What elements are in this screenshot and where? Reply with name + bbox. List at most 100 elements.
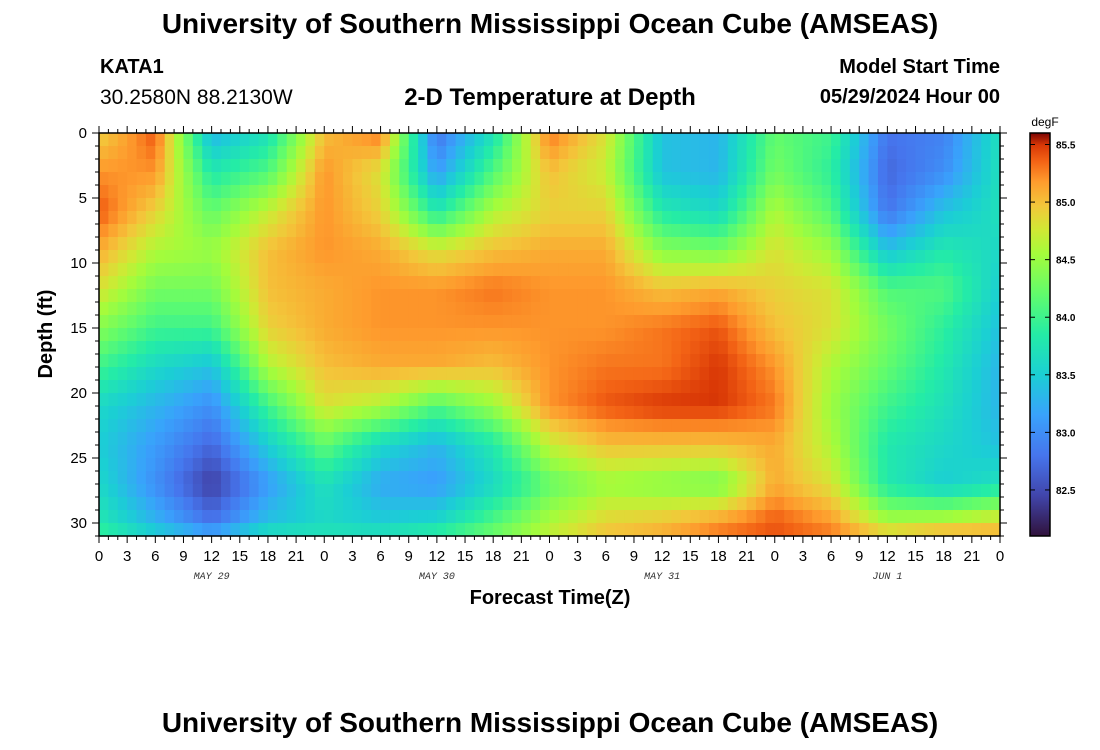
x-tick-label: 21 — [513, 548, 530, 565]
heatmap-cell — [690, 185, 701, 199]
model-start-value: 05/29/2024 Hour 00 — [819, 86, 1000, 108]
heatmap-cell — [605, 393, 616, 407]
colorbar-tick-label: 84.5 — [1056, 256, 1076, 267]
heatmap-cell — [399, 510, 410, 524]
heatmap-cell — [934, 419, 945, 433]
heatmap-cell — [643, 471, 654, 485]
heatmap-cell — [277, 432, 288, 446]
heatmap-cell — [896, 146, 907, 160]
heatmap-cell — [239, 172, 250, 186]
heatmap-cell — [108, 354, 119, 368]
heatmap-cell — [211, 250, 222, 264]
heatmap-cell — [436, 406, 447, 420]
heatmap-cell — [202, 263, 213, 277]
heatmap-cell — [877, 445, 888, 459]
heatmap-cell — [990, 263, 1001, 277]
heatmap-cell — [502, 458, 513, 472]
heatmap-cell — [877, 471, 888, 485]
heatmap-cell — [943, 380, 954, 394]
heatmap-cell — [155, 172, 166, 186]
heatmap-cell — [549, 315, 560, 329]
heatmap-cell — [971, 354, 982, 368]
colorbar-tick-label: 82.5 — [1056, 486, 1076, 497]
heatmap-cell — [746, 185, 757, 199]
heatmap-cell — [962, 354, 973, 368]
heatmap-cell — [493, 354, 504, 368]
heatmap-cell — [99, 250, 109, 264]
heatmap-cell — [840, 380, 851, 394]
heatmap-cell — [277, 159, 288, 173]
heatmap-cell — [596, 237, 607, 251]
heatmap-cell — [155, 237, 166, 251]
heatmap-cell — [427, 367, 438, 381]
heatmap-cell — [521, 419, 532, 433]
heatmap-cell — [511, 250, 522, 264]
model-start-label: Model Start Time — [839, 56, 1000, 78]
heatmap-cell — [577, 315, 588, 329]
heatmap-cell — [971, 185, 982, 199]
heatmap-cell — [605, 328, 616, 342]
heatmap-cell — [962, 224, 973, 238]
heatmap-cell — [577, 445, 588, 459]
heatmap-cell — [746, 367, 757, 381]
heatmap-cell — [521, 263, 532, 277]
heatmap-cell — [108, 263, 119, 277]
heatmap-cell — [906, 276, 917, 290]
heatmap-cell — [305, 250, 316, 264]
heatmap-cell — [812, 172, 823, 186]
heatmap-cell — [511, 237, 522, 251]
heatmap-cell — [840, 432, 851, 446]
heatmap-cell — [371, 315, 382, 329]
heatmap-cell — [474, 471, 485, 485]
heatmap-cell — [136, 393, 147, 407]
heatmap-cell — [286, 471, 297, 485]
heatmap-cell — [990, 302, 1001, 316]
heatmap-cell — [540, 497, 551, 511]
heatmap-cell — [511, 341, 522, 355]
heatmap-cell — [737, 341, 748, 355]
heatmap-cell — [755, 445, 766, 459]
heatmap-cell — [455, 341, 466, 355]
heatmap-cell — [455, 367, 466, 381]
heatmap-cell — [296, 471, 307, 485]
heatmap-cell — [943, 523, 954, 537]
heatmap-cell — [699, 172, 710, 186]
heatmap-cell — [521, 497, 532, 511]
heatmap-cell — [821, 224, 832, 238]
heatmap-cell — [896, 159, 907, 173]
heatmap-cell — [971, 198, 982, 212]
heatmap-cell — [446, 328, 457, 342]
heatmap-cell — [164, 302, 175, 316]
heatmap-cell — [774, 367, 785, 381]
heatmap-cell — [117, 510, 128, 524]
heatmap-cell — [765, 289, 776, 303]
heatmap-cell — [953, 393, 964, 407]
heatmap-cell — [277, 458, 288, 472]
heatmap-cell — [690, 510, 701, 524]
heatmap-cell — [718, 341, 729, 355]
heatmap-cell — [249, 276, 260, 290]
heatmap-cell — [446, 354, 457, 368]
heatmap-cell — [296, 328, 307, 342]
heatmap-cell — [981, 341, 992, 355]
heatmap-cell — [812, 302, 823, 316]
heatmap-cell — [399, 185, 410, 199]
heatmap-cell — [174, 510, 185, 524]
heatmap-cell — [765, 198, 776, 212]
heatmap-cell — [727, 341, 738, 355]
heatmap-cell — [802, 237, 813, 251]
heatmap-cell — [718, 484, 729, 498]
heatmap-cell — [296, 510, 307, 524]
heatmap-cell — [343, 497, 354, 511]
heatmap-cell — [521, 250, 532, 264]
heatmap-cell — [343, 484, 354, 498]
page-title: University of Southern Mississippi Ocean… — [161, 8, 939, 39]
heatmap-cell — [990, 471, 1001, 485]
heatmap-cell — [455, 458, 466, 472]
heatmap-cell — [840, 367, 851, 381]
heatmap-cell — [361, 315, 372, 329]
heatmap-cell — [643, 237, 654, 251]
heatmap-cell — [427, 315, 438, 329]
heatmap-cell — [192, 367, 203, 381]
heatmap-cell — [755, 211, 766, 225]
